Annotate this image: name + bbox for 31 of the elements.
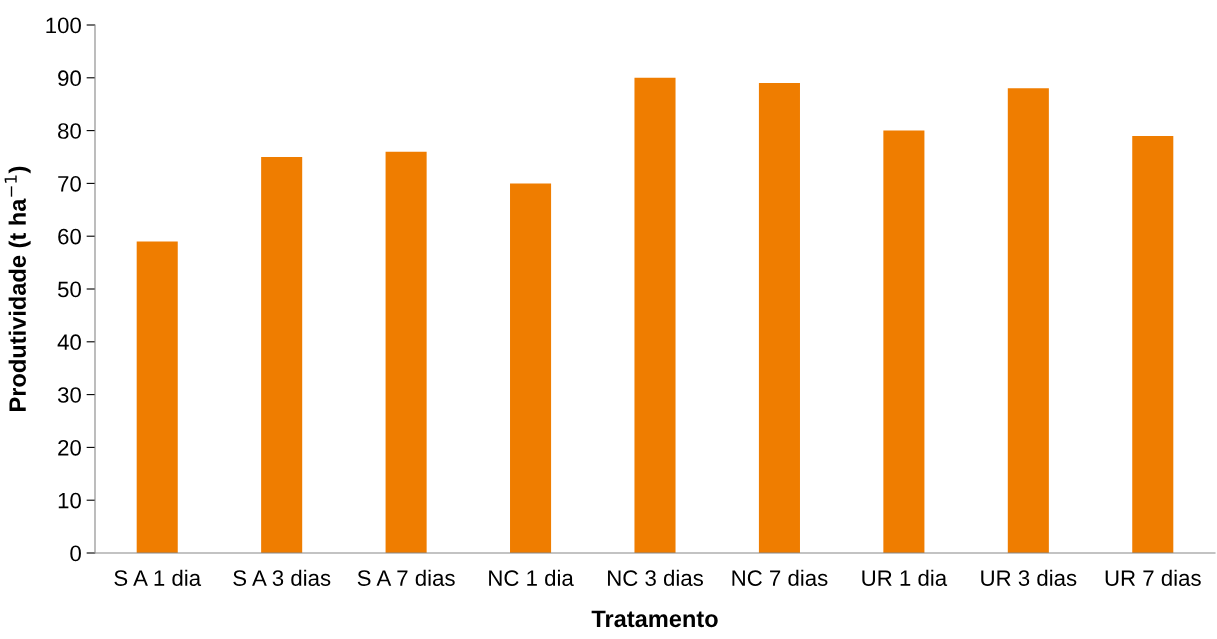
- bar: [758, 83, 800, 553]
- x-tick-label: S A 3 dias: [233, 569, 331, 586]
- x-tick-label: UR 7 dias: [1105, 569, 1201, 586]
- y-tick-label: 10: [58, 492, 81, 509]
- bar: [1132, 135, 1174, 553]
- y-tick-label: 60: [58, 228, 81, 245]
- x-tick-label: NC 1 dia: [489, 569, 574, 586]
- y-tick-label: 40: [57, 334, 81, 351]
- bar: [883, 130, 925, 553]
- y-tick-label: 30: [57, 387, 81, 403]
- x-tick-label: NC 7 dias: [732, 569, 828, 586]
- y-tick-label: 100: [46, 17, 81, 34]
- bar: [1007, 88, 1049, 553]
- x-tick-label: UR 1 dia: [862, 569, 948, 586]
- bar: [136, 241, 178, 553]
- x-tick-label: S A 7 dias: [357, 569, 455, 586]
- bar: [261, 157, 303, 553]
- bar: [634, 77, 676, 553]
- y-tick-label: 90: [58, 70, 81, 87]
- y-tick-label: 20: [58, 439, 81, 456]
- y-tick-label: 80: [58, 123, 81, 139]
- bar: [510, 183, 552, 553]
- y-tick-label: 50: [57, 281, 81, 298]
- x-tick-label: S A 1 dia: [114, 569, 202, 586]
- y-tick-label: 0: [70, 545, 81, 562]
- x-axis-title: Tratamento: [591, 610, 718, 628]
- bar: [385, 151, 427, 553]
- x-tick-label: NC 3 dias: [608, 569, 703, 586]
- y-axis-title: Produtividade (t ha$^{−1}$): [4, 166, 31, 411]
- y-tick-label: 70: [58, 175, 81, 192]
- x-tick-label: UR 3 dias: [981, 569, 1077, 586]
